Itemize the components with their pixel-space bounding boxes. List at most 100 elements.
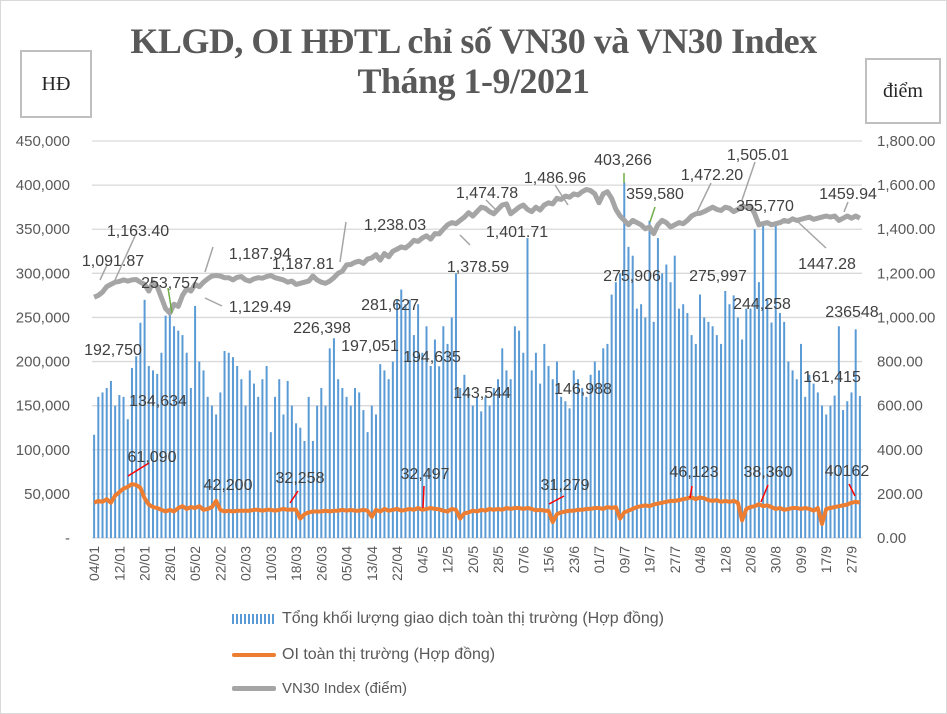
x-tick-label: 28/5 [490, 546, 506, 573]
y-tick-left: 300,000 [16, 265, 70, 282]
volume-bar [745, 308, 748, 538]
data-label: 281,627 [361, 297, 419, 314]
x-tick-label: 07/6 [515, 546, 531, 573]
data-label: 1,378.59 [447, 259, 509, 276]
volume-bar [480, 411, 483, 538]
volume-bar [627, 246, 630, 538]
volume-bar [619, 273, 622, 538]
annotation-leader [204, 297, 223, 307]
volume-bar [265, 365, 268, 538]
legend-label-vn30: VN30 Index (điểm) [282, 680, 408, 697]
volume-bar [185, 352, 188, 538]
volume-bar [501, 348, 504, 538]
volume-bar [433, 339, 436, 538]
volume-bar [122, 396, 125, 538]
volume-bar [749, 308, 752, 538]
volume-bar [215, 414, 218, 538]
data-label: 1,472.20 [681, 167, 743, 184]
volume-bar [526, 238, 529, 539]
volume-bar [522, 352, 525, 538]
annotation-leader [848, 483, 856, 497]
volume-bar [804, 396, 807, 538]
y-tick-left: 350,000 [16, 221, 70, 238]
volume-bar [585, 396, 588, 538]
volume-bar [572, 370, 575, 538]
y-tick-right: 0.00 [877, 530, 906, 547]
volume-bar [648, 220, 651, 538]
legend-item-vn30: VN30 Index (điểm) [232, 680, 407, 697]
x-tick-label: 23/6 [566, 546, 582, 573]
legend-swatch-vn30 [232, 686, 276, 691]
volume-bar [290, 405, 293, 538]
volume-bar [686, 313, 689, 538]
volume-bar [753, 229, 756, 538]
data-label: 192,750 [84, 342, 142, 359]
x-tick-label: 05/04 [339, 546, 355, 581]
data-label: 1,474.78 [456, 185, 518, 202]
volume-bar [724, 290, 727, 538]
volume-bar [206, 396, 209, 538]
y-tick-right: 1,400.00 [877, 221, 935, 238]
volume-bar [425, 326, 428, 538]
volume-bar [274, 396, 277, 538]
volume-bar [787, 361, 790, 538]
volume-bar [614, 282, 617, 538]
x-tick-label: 04/01 [86, 546, 102, 581]
volume-bar [842, 410, 845, 538]
volume-bar [328, 348, 331, 538]
volume-bar [353, 388, 356, 538]
annotation-leader [843, 201, 849, 213]
volume-bar [682, 304, 685, 538]
legend-label-volume: Tổng khối lượng giao dịch toàn thị trườn… [282, 610, 664, 627]
annotation-leader [339, 221, 347, 263]
x-tick-label: 12/01 [111, 546, 127, 581]
volume-bar [210, 405, 213, 538]
x-tick-label: 15/6 [541, 546, 557, 573]
volume-bar [513, 326, 516, 538]
volume-bar [438, 366, 441, 538]
x-tick-label: 30/8 [768, 546, 784, 573]
data-label: 1,129.49 [229, 299, 291, 316]
data-label: 226,398 [293, 320, 351, 337]
volume-bar [534, 352, 537, 538]
y-tick-left: - [65, 530, 70, 547]
volume-bar [656, 238, 659, 539]
volume-bar [476, 396, 478, 538]
x-tick-label: 27/7 [667, 546, 683, 573]
volume-bar [362, 410, 365, 538]
x-tick-label: 22/02 [212, 546, 228, 581]
volume-bar [400, 289, 403, 538]
volume-bar [114, 405, 117, 538]
volume-bar [316, 405, 319, 538]
volume-bar [446, 343, 449, 538]
annotation-leader [459, 234, 471, 246]
data-label: 403,266 [594, 152, 652, 169]
volume-bar [370, 405, 373, 538]
data-label: 146,988 [554, 381, 612, 398]
volume-bar [581, 388, 584, 538]
volume-bar [720, 343, 723, 538]
volume-bar [644, 317, 647, 538]
volume-bar [518, 330, 521, 538]
volume-bar [795, 379, 798, 538]
vn30-line [93, 187, 862, 316]
volume-bar [202, 370, 205, 538]
volume-bar [728, 304, 731, 538]
data-label: 1,187.81 [272, 256, 334, 273]
volume-bar [269, 432, 272, 538]
volume-bar [791, 370, 794, 538]
volume-bar [152, 370, 155, 538]
y-tick-left: 200,000 [16, 354, 70, 371]
volume-bar [396, 299, 399, 538]
volume-bar [694, 343, 697, 538]
volume-bar [118, 395, 121, 538]
volume-bar [219, 392, 222, 538]
volume-bar [711, 326, 714, 538]
x-tick-label: 17/9 [818, 546, 834, 573]
volume-bar [97, 396, 100, 538]
volume-bar [412, 335, 415, 538]
data-label: 244,258 [733, 296, 791, 313]
volume-bar [505, 370, 508, 538]
volume-bar [109, 380, 112, 538]
volume-bar [168, 314, 171, 538]
